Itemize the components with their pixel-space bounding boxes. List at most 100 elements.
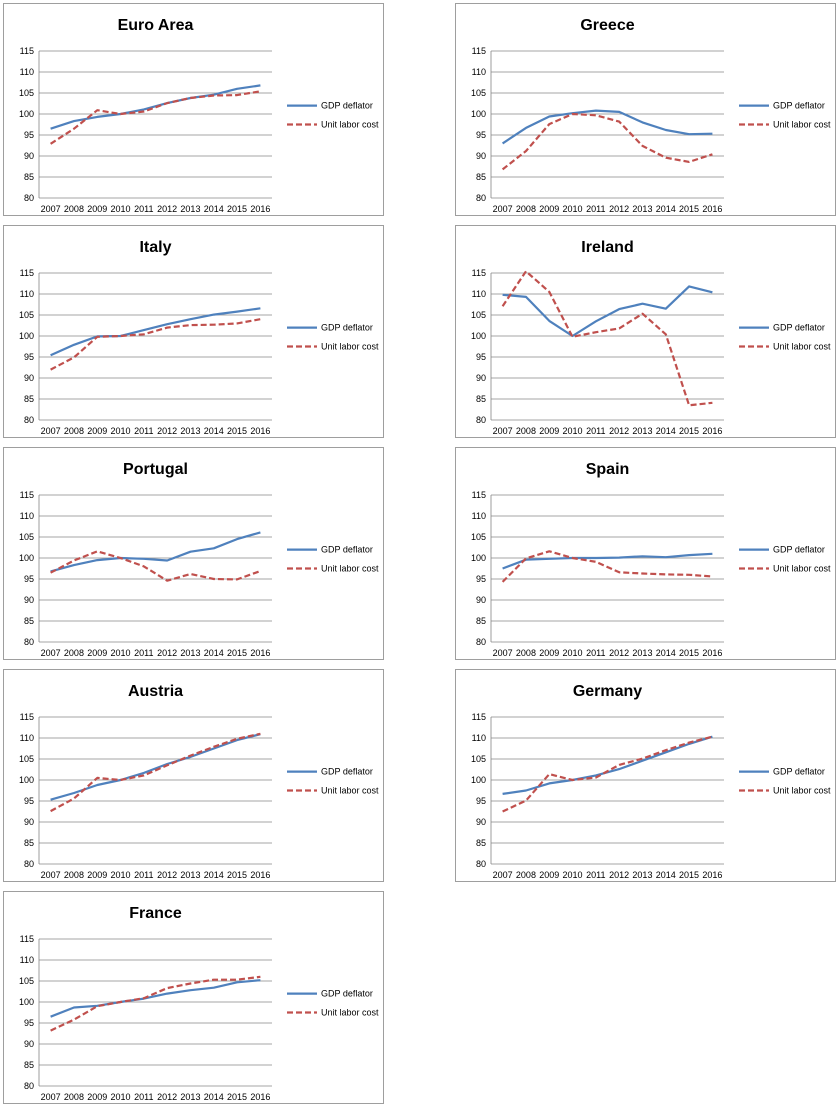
x-tick-label: 2007	[493, 648, 513, 658]
series-line-gdp-deflator	[502, 552, 713, 570]
x-tick-label: 2009	[87, 870, 107, 880]
x-tick-label: 2011	[586, 648, 605, 658]
x-tick-label: 2009	[539, 648, 559, 658]
y-tick-label: 95	[476, 796, 486, 806]
series-line-unit-labor-cost	[502, 735, 713, 813]
x-tick-label: 2014	[656, 426, 676, 436]
chart-title: Austria	[128, 683, 183, 700]
x-tick-label: 2012	[157, 204, 177, 214]
y-tick-label: 95	[476, 574, 486, 584]
x-tick-label: 2014	[204, 648, 224, 658]
x-tick-label: 2011	[134, 870, 153, 880]
series-line-unit-labor-cost	[50, 975, 261, 1032]
y-tick-label: 80	[24, 193, 34, 203]
x-tick-label: 2016	[250, 204, 270, 214]
x-tick-label: 2010	[563, 204, 583, 214]
line-chart: Euro Area 80 85 90 95 100 105 110 115 2007 2008 200…	[19, 17, 379, 214]
series-line-unit-labor-cost	[50, 550, 261, 582]
chart-title: Portugal	[123, 461, 188, 478]
x-tick-label: 2007	[493, 870, 513, 880]
x-tick-label: 2010	[111, 870, 131, 880]
y-tick-label: 80	[24, 859, 34, 869]
x-tick-label: 2007	[41, 870, 61, 880]
legend-label: GDP deflator	[321, 101, 373, 111]
x-tick-label: 2016	[702, 870, 722, 880]
x-tick-label: 2011	[134, 1092, 153, 1102]
chart-title: Italy	[139, 239, 171, 256]
y-tick-label: 90	[24, 373, 34, 383]
chart-panel: Germany 80 85 90 95 100 105 110 115 2007 2008 2009 2…	[455, 669, 836, 882]
x-tick-label: 2012	[609, 648, 629, 658]
x-tick-label: 2016	[702, 204, 722, 214]
x-tick-label: 2015	[227, 204, 247, 214]
y-tick-label: 110	[20, 733, 34, 743]
y-tick-label: 115	[20, 712, 34, 722]
x-tick-label: 2010	[111, 1092, 131, 1102]
y-tick-label: 115	[20, 46, 34, 56]
y-tick-label: 85	[476, 616, 486, 626]
y-tick-label: 90	[24, 1039, 34, 1049]
x-tick-label: 2014	[204, 1092, 224, 1102]
x-tick-label: 2012	[157, 870, 177, 880]
x-tick-label: 2011	[134, 204, 153, 214]
y-tick-label: 85	[24, 616, 34, 626]
y-tick-label: 80	[24, 1081, 34, 1091]
y-tick-label: 95	[24, 1018, 34, 1028]
legend-label: Unit labor cost	[773, 564, 831, 574]
y-tick-label: 95	[476, 352, 486, 362]
x-tick-label: 2008	[516, 426, 536, 436]
line-chart: Greece 80 85 90 95 100 105 110 115 2007 2008 2009 20…	[471, 17, 831, 214]
legend-label: Unit labor cost	[321, 342, 379, 352]
x-tick-label: 2012	[609, 204, 629, 214]
x-tick-label: 2007	[493, 204, 513, 214]
chart-panel: Euro Area 80 85 90 95 100 105 110 115 2007 2008 200…	[3, 3, 384, 216]
y-tick-label: 110	[20, 955, 34, 965]
x-tick-label: 2014	[204, 426, 224, 436]
x-tick-label: 2014	[204, 870, 224, 880]
legend-label: Unit labor cost	[773, 786, 831, 796]
y-tick-label: 100	[19, 775, 34, 785]
y-tick-label: 105	[19, 88, 34, 98]
x-tick-label: 2016	[250, 648, 270, 658]
series-line-unit-labor-cost	[501, 112, 713, 171]
line-chart: Germany 80 85 90 95 100 105 110 115 2007 2008 2009 2…	[471, 683, 831, 880]
y-tick-label: 110	[472, 733, 486, 743]
y-tick-label: 105	[19, 976, 34, 986]
line-chart: Italy 80 85 90 95 100 105 110 115 2007 2008 2009 201…	[19, 239, 379, 436]
x-tick-label: 2008	[64, 870, 84, 880]
series-line-gdp-deflator	[50, 733, 261, 801]
legend-label: Unit labor cost	[321, 564, 379, 574]
x-tick-label: 2011	[134, 426, 153, 436]
y-tick-label: 110	[20, 289, 34, 299]
x-tick-label: 2015	[679, 426, 699, 436]
x-tick-label: 2014	[656, 870, 676, 880]
y-tick-label: 100	[471, 553, 486, 563]
chart-title: France	[129, 905, 182, 922]
y-tick-label: 80	[24, 415, 34, 425]
y-tick-label: 115	[20, 490, 34, 500]
x-tick-label: 2007	[41, 648, 61, 658]
y-tick-label: 80	[476, 193, 486, 203]
y-tick-label: 105	[471, 88, 486, 98]
x-tick-label: 2014	[656, 204, 676, 214]
x-tick-label: 2016	[702, 648, 722, 658]
x-tick-label: 2008	[64, 426, 84, 436]
x-tick-label: 2013	[632, 870, 652, 880]
y-tick-label: 110	[472, 289, 486, 299]
x-tick-label: 2013	[632, 426, 652, 436]
y-tick-label: 110	[20, 511, 34, 521]
y-tick-label: 105	[19, 754, 34, 764]
series-line-gdp-deflator	[50, 531, 261, 573]
x-tick-label: 2010	[111, 426, 131, 436]
x-tick-label: 2010	[111, 204, 131, 214]
x-tick-label: 2010	[563, 426, 583, 436]
x-tick-label: 2012	[609, 426, 629, 436]
legend-label: GDP deflator	[773, 545, 825, 555]
x-tick-label: 2010	[563, 648, 583, 658]
y-tick-label: 95	[24, 352, 34, 362]
y-tick-label: 95	[24, 130, 34, 140]
legend-label: Unit labor cost	[773, 120, 831, 130]
y-tick-label: 80	[476, 637, 486, 647]
y-tick-label: 100	[19, 997, 34, 1007]
